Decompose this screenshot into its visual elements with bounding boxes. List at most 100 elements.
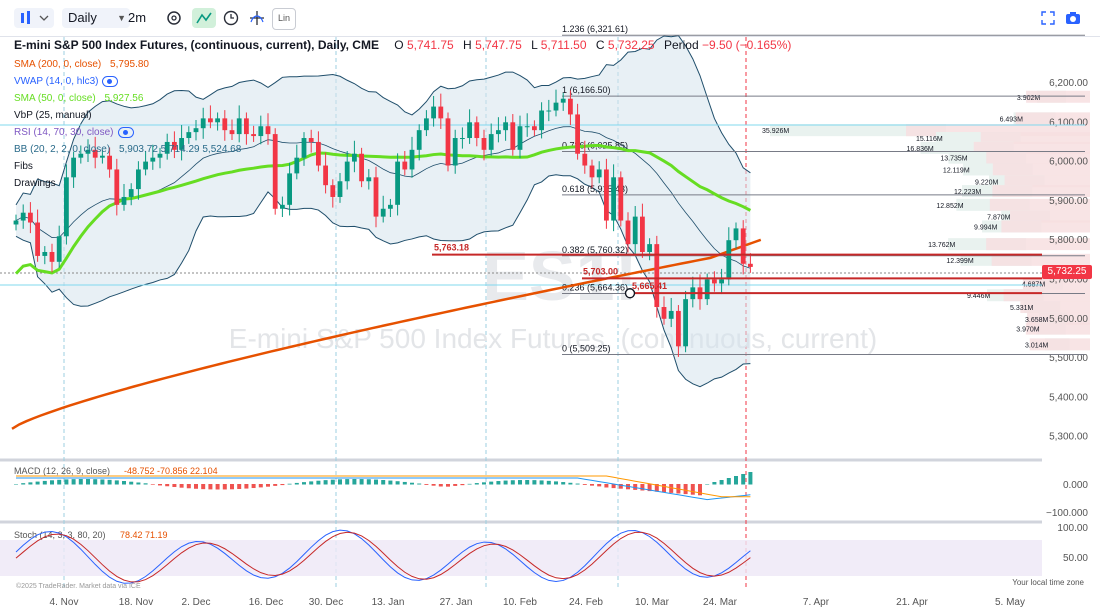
indicator-legend-row[interactable]: VbP (25, manual) — [14, 109, 92, 123]
candle-body — [323, 165, 328, 186]
indicator-icon[interactable] — [192, 8, 216, 28]
macd-label: MACD (12, 26, 9, close) — [14, 466, 110, 476]
price-axis-label: 5,300.00 — [1049, 432, 1088, 443]
price-axis-label: 5,900.00 — [1049, 196, 1088, 207]
camera-icon[interactable] — [1064, 8, 1082, 28]
macd-histogram-bar — [266, 484, 270, 487]
macd-histogram-bar — [237, 484, 242, 489]
symbol-title-row: E-mini S&P 500 Index Futures, (continuou… — [14, 38, 791, 52]
candle-body — [532, 126, 537, 131]
macd-histogram-bar — [482, 482, 486, 485]
indicator-legend-row[interactable]: SMA (200, 0, close) 5,795.80 — [14, 58, 149, 72]
candle-body — [215, 118, 220, 123]
price-axis-label: 5,700.00 — [1049, 275, 1088, 286]
candle-body — [438, 106, 444, 119]
range-button[interactable]: 2m — [127, 10, 147, 25]
candle-body — [236, 118, 242, 135]
clock-icon[interactable] — [220, 8, 242, 28]
macd-histogram-bar — [669, 484, 674, 493]
time-axis-label: 13. Jan — [372, 597, 405, 608]
volume-profile-label: 3.658M — [1025, 317, 1049, 324]
volume-profile-label: 15.116M — [916, 136, 943, 143]
candle-body — [661, 307, 667, 319]
interval-select[interactable]: Daily ▼ — [62, 8, 130, 28]
crosshair-icon[interactable] — [246, 8, 268, 28]
candle-body — [719, 279, 724, 284]
indicator-legend-row[interactable]: RSI (14, 70, 30, close) — [14, 126, 134, 140]
eye-icon[interactable] — [102, 75, 119, 87]
fullscreen-icon[interactable] — [1040, 8, 1056, 28]
price-axis-label: 6,000.00 — [1049, 157, 1088, 168]
volume-profile-label: 3.014M — [1025, 342, 1049, 349]
candle-body — [589, 165, 595, 178]
indicator-value: 5,795.80 — [107, 59, 149, 70]
macd-histogram-bar — [395, 481, 400, 485]
stoch-band — [0, 540, 1042, 576]
drawing-label: 5,763.18 — [434, 243, 469, 253]
candle-body — [337, 181, 343, 197]
indicator-value: 5,927.56 — [101, 93, 144, 104]
indicator-legend-row[interactable]: Fibs — [14, 160, 33, 174]
candle-body — [431, 106, 436, 119]
volume-profile-label: 9.994M — [974, 224, 998, 231]
lin-scale-button[interactable]: Lin — [272, 8, 296, 30]
candle-body — [301, 138, 307, 158]
macd-histogram-bar — [374, 479, 378, 485]
candle-body — [726, 240, 732, 280]
indicator-legend-row[interactable]: BB (20, 2, 2, 0, close) 5,903.72 5,714.2… — [14, 143, 241, 157]
indicator-legend-row[interactable]: Drawings — [14, 177, 56, 191]
volume-profile-label: 12.399M — [946, 258, 973, 265]
price-axis-label: 5,500.00 — [1049, 353, 1088, 364]
candle-body — [604, 169, 609, 221]
volume-profile-label: 3.970M — [1016, 327, 1040, 334]
candle-body — [200, 118, 206, 129]
candle-body — [683, 299, 688, 347]
candle-body — [272, 134, 278, 209]
macd-histogram-bar — [165, 484, 170, 487]
macd-histogram-bar — [208, 484, 213, 490]
candle-body — [265, 126, 271, 135]
settings-gear-icon[interactable] — [164, 8, 184, 28]
candle-body — [524, 126, 530, 128]
macd-histogram-bar — [222, 484, 227, 490]
candle-body — [445, 118, 451, 166]
macd-histogram-bar — [525, 480, 530, 485]
eye-icon[interactable] — [117, 126, 134, 138]
open-label: O — [394, 38, 404, 52]
candle-body — [157, 153, 163, 158]
indicator-legend-row[interactable]: VWAP (14, 0, hlc3) — [14, 75, 119, 89]
candle-body — [308, 138, 314, 142]
candle-body — [366, 177, 372, 182]
macd-histogram-bar — [143, 483, 148, 485]
macd-histogram-bar — [431, 484, 436, 486]
candle-body — [13, 220, 19, 225]
candle-body — [179, 138, 184, 150]
candle-body — [560, 98, 566, 103]
macd-histogram-bar — [78, 479, 83, 485]
candle-body — [258, 126, 264, 137]
candle-body — [668, 310, 674, 319]
candle-body — [20, 212, 26, 221]
candle-body — [186, 132, 192, 139]
macd-histogram-bar — [114, 480, 119, 485]
low-label: L — [531, 38, 538, 52]
volume-profile-bar — [1004, 175, 1090, 188]
candle-body — [64, 177, 69, 237]
candle-body — [150, 157, 156, 162]
price-axis-label: 5,800.00 — [1049, 235, 1088, 246]
indicator-legend-row[interactable]: SMA (50, 0, close) 5,927.56 — [14, 92, 143, 106]
candle-body — [467, 122, 472, 139]
candle-body — [510, 122, 516, 150]
macd-histogram-bar — [64, 479, 69, 485]
macd-histogram-bar — [748, 472, 753, 485]
chevron-down-icon: ▼ — [117, 13, 126, 23]
candle-body — [107, 155, 112, 170]
macd-histogram-bar — [251, 484, 256, 489]
drawing-label: 5,665.41 — [632, 281, 667, 291]
candle-body — [712, 279, 717, 284]
macd-histogram-bar — [21, 483, 26, 485]
chart-type-button[interactable] — [14, 8, 54, 28]
macd-histogram-bar — [129, 481, 134, 485]
